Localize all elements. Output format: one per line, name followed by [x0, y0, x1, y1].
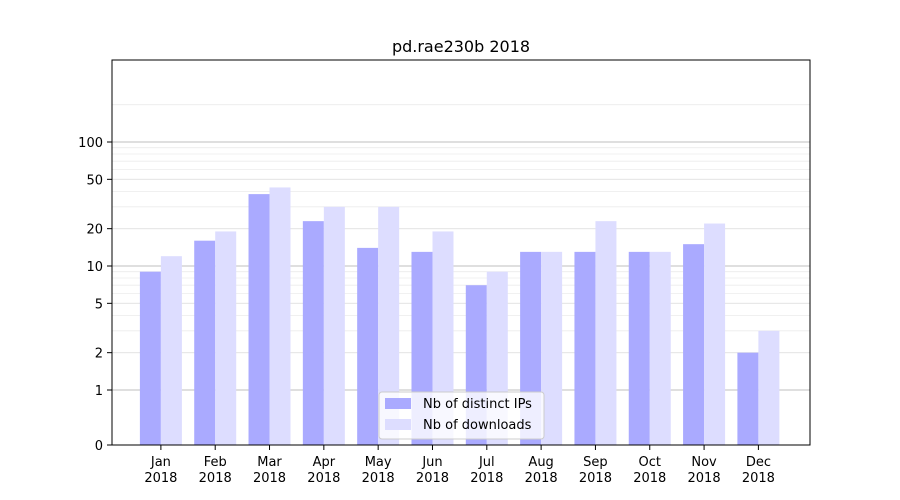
x-tick-label-month: Feb: [204, 455, 227, 470]
x-tick-label-month: Mar: [257, 455, 282, 470]
y-tick-label: 10: [86, 260, 103, 275]
x-axis: Jan2018Feb2018Mar2018Apr2018May2018Jun20…: [144, 445, 775, 486]
bar-downloads: [378, 206, 400, 445]
legend-swatch-distinct-ips: [385, 398, 411, 409]
x-tick-label-month: Apr: [313, 455, 336, 470]
bar-distinct-ips: [628, 251, 650, 445]
bar-downloads: [649, 251, 671, 445]
x-tick-label-year: 2018: [307, 471, 340, 486]
x-tick-label-year: 2018: [633, 471, 666, 486]
x-tick-label-year: 2018: [470, 471, 503, 486]
x-tick-label-month: Jun: [421, 455, 442, 470]
y-tick-label: 2: [95, 347, 103, 362]
plot-frame: [111, 59, 811, 446]
bar-downloads: [704, 223, 726, 445]
x-tick-label-month: Aug: [528, 455, 553, 470]
x-tick-label-month: Oct: [639, 455, 661, 470]
bar-distinct-ips: [683, 244, 705, 445]
legend-label-downloads: Nb of downloads: [423, 418, 532, 433]
x-tick-label-year: 2018: [579, 471, 612, 486]
legend: Nb of distinct IPs Nb of downloads: [378, 391, 545, 440]
bar-distinct-ips: [357, 247, 379, 445]
x-tick-label-month: Nov: [691, 455, 717, 470]
x-tick-label-month: Sep: [583, 455, 608, 470]
chart-title: pd.rae230b 2018: [392, 37, 530, 56]
bar-downloads: [269, 187, 291, 446]
bar-downloads: [595, 221, 617, 445]
legend-frame: [378, 391, 545, 440]
x-tick-label-month: May: [365, 455, 392, 470]
y-axis: 0 1 2 5 10 20 50 100: [78, 136, 112, 454]
bar-downloads: [160, 256, 182, 445]
bar-distinct-ips: [737, 352, 759, 445]
bar-downloads: [541, 251, 563, 445]
bar-distinct-ips: [194, 240, 216, 445]
bar-downloads: [215, 231, 237, 445]
x-tick-label-year: 2018: [742, 471, 775, 486]
bar-distinct-ips: [302, 221, 324, 445]
y-tick-label: 50: [86, 173, 103, 188]
x-tick-label-month: Jan: [150, 455, 171, 470]
bar-downloads: [758, 330, 780, 445]
x-tick-label-year: 2018: [416, 471, 449, 486]
legend-swatch-downloads: [385, 419, 411, 430]
x-tick-label-month: Dec: [746, 455, 771, 470]
x-tick-label-year: 2018: [144, 471, 177, 486]
x-tick-label-year: 2018: [362, 471, 395, 486]
x-tick-label-year: 2018: [253, 471, 286, 486]
x-tick-label-year: 2018: [688, 471, 721, 486]
x-tick-label-year: 2018: [525, 471, 558, 486]
x-tick-label-year: 2018: [199, 471, 232, 486]
y-tick-label: 0: [95, 439, 103, 454]
x-tick-label-month: Jul: [478, 455, 495, 470]
bar-downloads: [323, 206, 345, 445]
bar-distinct-ips: [248, 194, 270, 445]
bar-distinct-ips: [139, 271, 161, 445]
y-tick-label: 100: [78, 136, 103, 151]
legend-label-distinct-ips: Nb of distinct IPs: [423, 397, 532, 412]
bar-distinct-ips: [574, 251, 596, 445]
y-tick-label: 1: [95, 384, 103, 399]
y-tick-label: 5: [95, 297, 103, 312]
y-tick-label: 20: [86, 223, 103, 238]
